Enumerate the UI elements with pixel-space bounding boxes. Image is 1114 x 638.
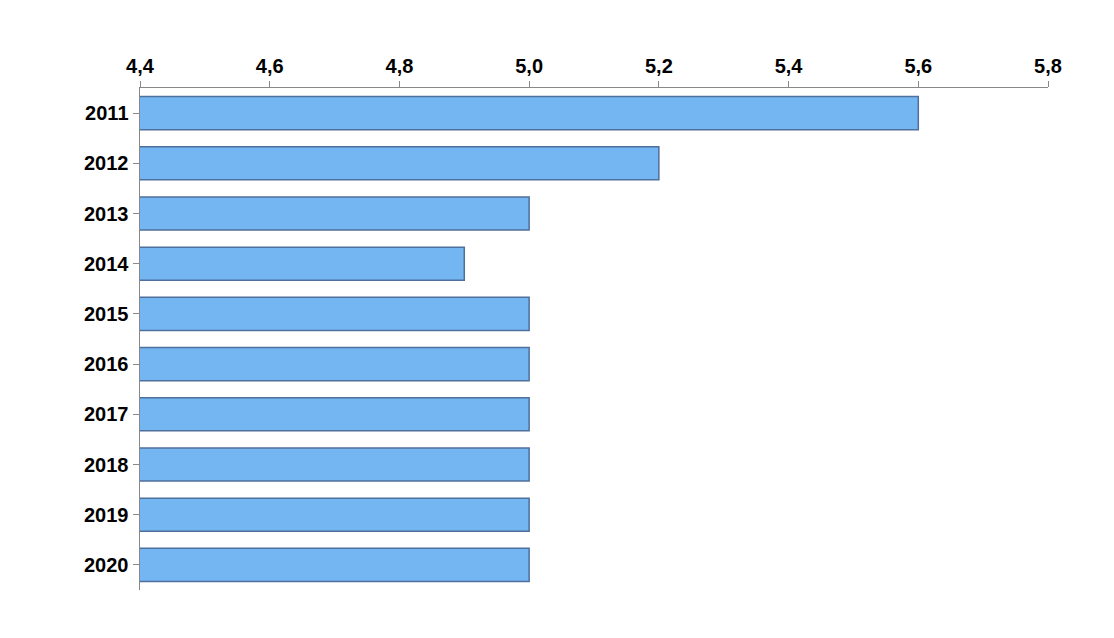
svg-text:5,2: 5,2 <box>645 55 673 77</box>
svg-text:2015: 2015 <box>84 303 129 325</box>
svg-text:4,6: 4,6 <box>256 55 284 77</box>
svg-text:2013: 2013 <box>84 203 129 225</box>
svg-text:2017: 2017 <box>84 403 129 425</box>
svg-text:4,8: 4,8 <box>386 55 414 77</box>
svg-text:2019: 2019 <box>84 504 129 526</box>
svg-text:2018: 2018 <box>84 454 129 476</box>
svg-text:2014: 2014 <box>84 253 129 275</box>
svg-text:5,6: 5,6 <box>904 55 932 77</box>
svg-text:2011: 2011 <box>85 102 128 124</box>
svg-text:5,8: 5,8 <box>1034 55 1062 77</box>
svg-text:5,4: 5,4 <box>775 55 804 77</box>
svg-text:4,4: 4,4 <box>126 55 155 77</box>
svg-text:2020: 2020 <box>84 554 129 576</box>
svg-text:2016: 2016 <box>84 353 129 375</box>
svg-text:5,0: 5,0 <box>515 55 543 77</box>
svg-text:2012: 2012 <box>84 152 129 174</box>
